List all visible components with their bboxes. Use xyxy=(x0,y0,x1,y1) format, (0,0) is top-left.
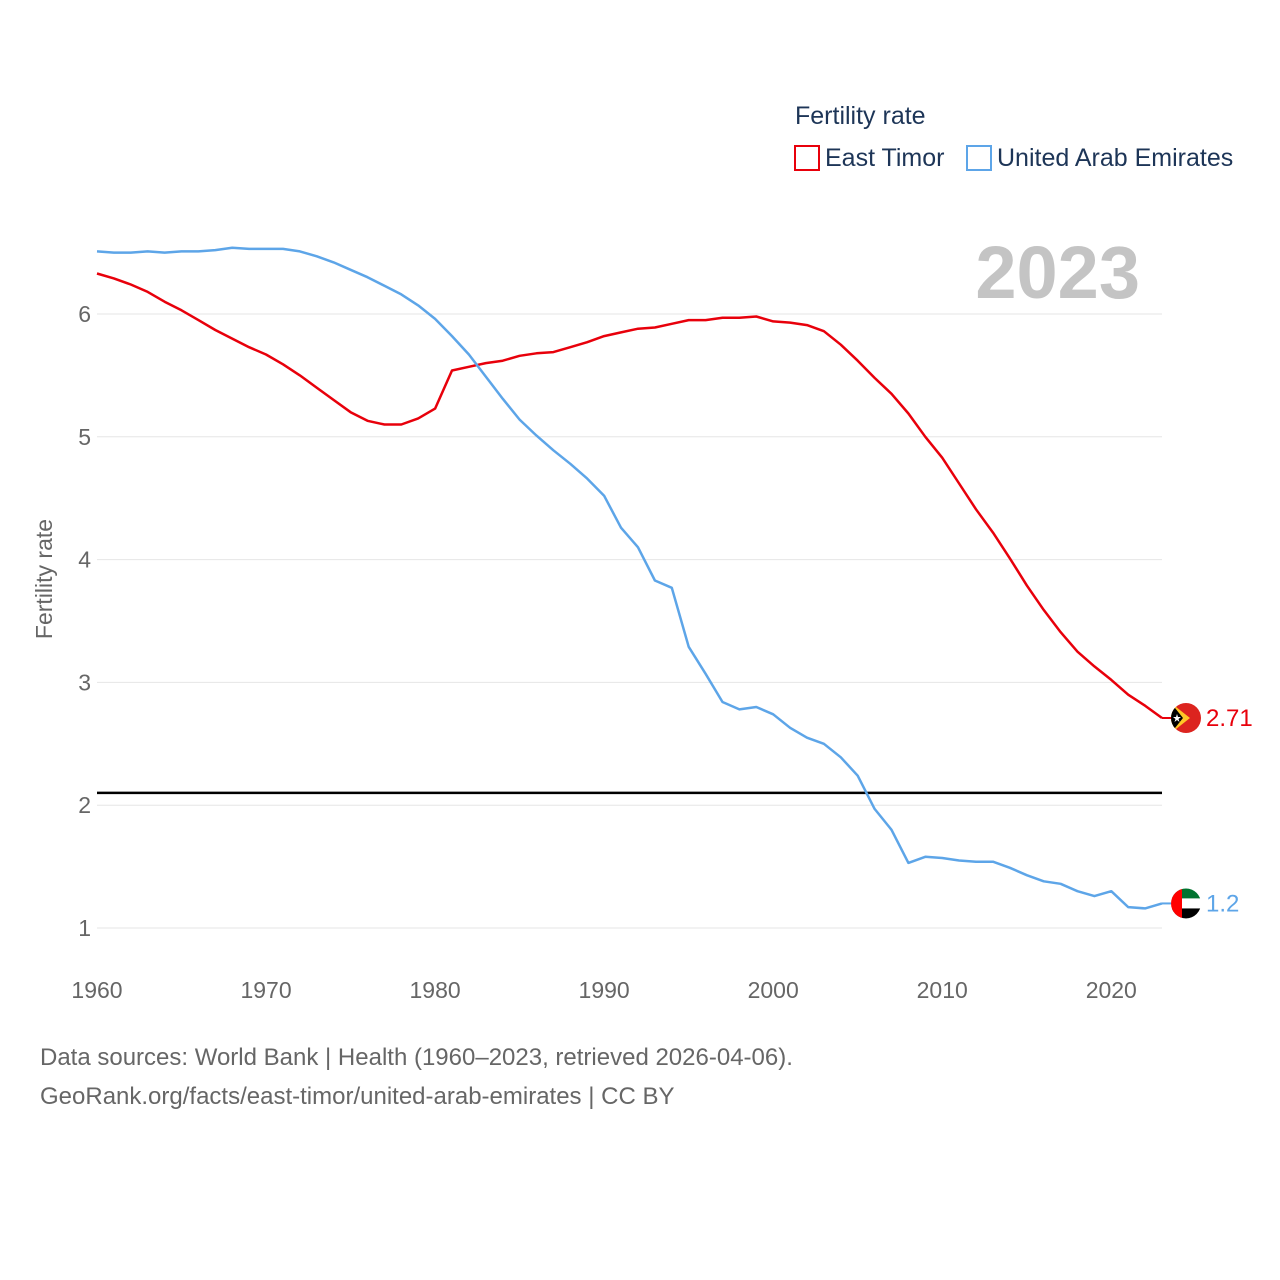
x-tick-label-2020: 2020 xyxy=(1086,977,1137,1003)
east-timor-flag-icon xyxy=(1171,703,1201,734)
end-value-uae: 1.2 xyxy=(1206,890,1239,917)
source-line-2: GeoRank.org/facts/east-timor/united-arab… xyxy=(40,1083,675,1110)
legend-label-east-timor: East Timor xyxy=(825,144,944,172)
gridlines xyxy=(97,313,1162,929)
y-tick-labels: 1 2 3 4 5 6 xyxy=(78,301,91,941)
y-tick-label-2: 2 xyxy=(78,792,91,818)
y-tick-label-3: 3 xyxy=(78,669,91,695)
y-axis-title: Fertility rate xyxy=(31,519,57,639)
y-tick-label-4: 4 xyxy=(78,547,91,573)
series-lines xyxy=(96,246,1171,910)
series-line-uae xyxy=(96,246,1163,910)
legend-label-uae: United Arab Emirates xyxy=(997,144,1233,172)
legend-swatch-east-timor xyxy=(794,145,820,171)
x-tick-label-1970: 1970 xyxy=(240,977,291,1003)
y-tick-label-1: 1 xyxy=(78,915,91,941)
y-tick-label-6: 6 xyxy=(78,301,91,327)
x-tick-label-2010: 2010 xyxy=(917,977,968,1003)
legend-title: Fertility rate xyxy=(795,102,926,130)
legend: Fertility rate East Timor United Arab Em… xyxy=(794,102,1233,172)
source-line-1: Data sources: World Bank | Health (1960–… xyxy=(40,1044,793,1071)
end-value-east-timor: 2.71 xyxy=(1206,705,1253,732)
uae-flag-icon xyxy=(1171,888,1201,919)
legend-swatch-uae xyxy=(966,145,992,171)
year-watermark: 2023 xyxy=(975,231,1140,314)
x-tick-labels: 1960 1970 1980 1990 2000 2010 2020 xyxy=(71,977,1136,1003)
y-tick-label-5: 5 xyxy=(78,424,91,450)
x-tick-label-1990: 1990 xyxy=(579,977,630,1003)
x-tick-label-1960: 1960 xyxy=(71,977,122,1003)
x-tick-label-1980: 1980 xyxy=(410,977,461,1003)
x-tick-label-2000: 2000 xyxy=(748,977,799,1003)
series-line-east-timor xyxy=(96,272,1163,720)
